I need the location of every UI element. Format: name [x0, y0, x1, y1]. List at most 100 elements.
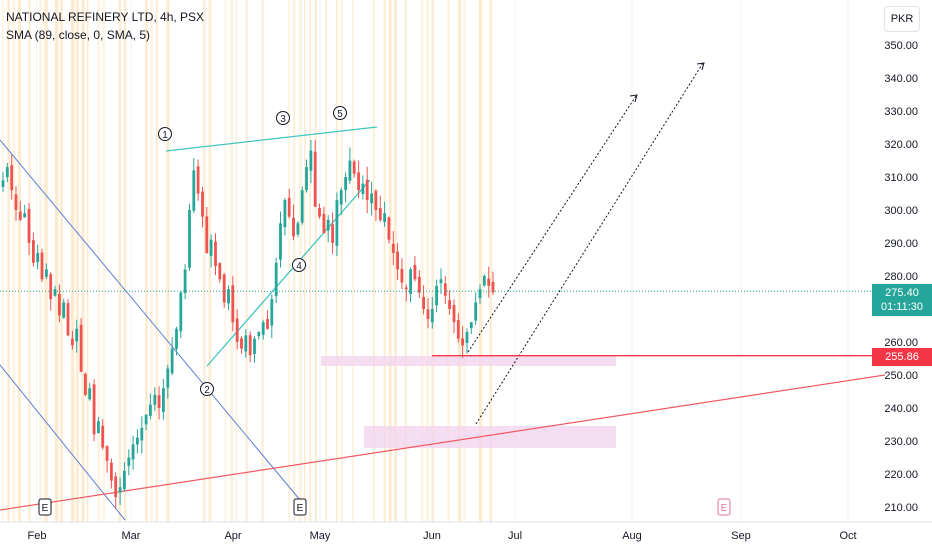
- candle-body: [352, 161, 356, 174]
- candle-body: [144, 414, 148, 425]
- rising-support-line: [0, 374, 886, 511]
- candle-body: [66, 303, 70, 336]
- session-stripe: [70, 0, 75, 522]
- candle-body: [36, 252, 40, 262]
- session-stripe: [145, 0, 148, 522]
- elliott-wave-labels: 1 2 3 4 5: [158, 106, 347, 396]
- session-stripe: [118, 0, 121, 522]
- time-axis[interactable]: Feb Mar Apr May Jun Jul Aug Sep Oct: [0, 521, 932, 542]
- candle-body: [105, 445, 109, 461]
- candle-body: [383, 213, 386, 222]
- lower-demand-zone: [364, 426, 616, 448]
- candle-body: [374, 190, 378, 210]
- session-stripe: [351, 0, 354, 522]
- price-tick-label: 250.00: [884, 370, 918, 382]
- currency-label[interactable]: PKR: [884, 6, 920, 32]
- candle-body: [313, 151, 317, 207]
- candle-body: [114, 476, 118, 498]
- candle-body: [235, 318, 239, 342]
- rising-wedge[interactable]: [165, 126, 378, 367]
- candle-body: [170, 348, 174, 374]
- candle-body: [404, 287, 408, 290]
- candle-body: [253, 338, 256, 354]
- support-price-label: 255.86: [872, 348, 932, 366]
- candle-body: [79, 324, 83, 372]
- indicator-legend[interactable]: SMA (89, close, 0, SMA, 5): [6, 28, 151, 42]
- session-stripe: [261, 0, 264, 522]
- current-price-value: 275.40: [885, 287, 919, 299]
- candle-body: [248, 335, 252, 356]
- wave-circle: [333, 106, 347, 120]
- chart-title[interactable]: NATIONAL REFINERY LTD, 4h, PSX: [6, 10, 205, 24]
- candle-body: [461, 338, 464, 346]
- session-stripe: [325, 0, 327, 522]
- candle-body: [261, 322, 265, 335]
- candle-body: [205, 216, 209, 253]
- candle-body: [75, 328, 79, 342]
- candle-body: [92, 384, 96, 435]
- candle-body: [231, 285, 235, 323]
- candle-body: [274, 262, 278, 297]
- candle-body: [396, 251, 399, 270]
- bar-countdown: 01:11:30: [880, 301, 923, 313]
- session-stripe: [431, 0, 435, 522]
- candle-body: [49, 274, 53, 300]
- candle-body: [417, 276, 421, 293]
- candle-body: [140, 427, 144, 441]
- candle-body: [318, 208, 321, 217]
- wedge-top-line: [165, 126, 378, 152]
- candle-body: [370, 193, 373, 204]
- session-stripe: [235, 0, 238, 522]
- candle-body: [188, 210, 191, 268]
- candle-body: [435, 285, 438, 306]
- session-stripe: [447, 0, 450, 522]
- candle-body: [296, 223, 300, 235]
- upper-demand-zone: [321, 356, 616, 366]
- session-stripe: [81, 0, 85, 522]
- wave-label: 2: [204, 385, 210, 396]
- time-tick-label: Apr: [224, 530, 241, 542]
- candle-body: [183, 269, 187, 293]
- price-tick-label: 220.00: [884, 469, 918, 481]
- price-axis[interactable]: 350.00 340.00 330.00 320.00 310.00 300.00 290.…: [884, 40, 918, 514]
- support-trendline[interactable]: [0, 374, 886, 511]
- time-tick-label: Oct: [839, 530, 856, 542]
- candle-body: [244, 335, 248, 352]
- session-stripe: [102, 0, 105, 522]
- candle-body: [201, 191, 204, 217]
- candle-body: [361, 183, 365, 194]
- earnings-marker: E: [42, 503, 49, 514]
- candle-body: [10, 165, 14, 191]
- candle-body: [157, 395, 161, 408]
- session-stripe: [404, 0, 407, 522]
- session-stripe: [388, 0, 392, 522]
- earnings-box: [293, 498, 307, 516]
- session-stripe: [86, 0, 89, 522]
- projection-arrows[interactable]: [467, 62, 705, 425]
- candle-body: [175, 328, 178, 349]
- candle-body: [149, 404, 152, 416]
- candle-body: [5, 167, 9, 177]
- candle-body: [162, 388, 165, 413]
- candle-body: [322, 214, 326, 234]
- session-stripe: [341, 0, 343, 522]
- wave-label: 1: [162, 130, 168, 141]
- candle-body: [283, 200, 287, 228]
- wave-circle: [200, 382, 214, 396]
- session-stripe: [288, 0, 290, 522]
- candle-body: [27, 208, 31, 243]
- candle-body: [344, 177, 347, 191]
- session-stripe: [166, 0, 170, 522]
- candle-body: [136, 437, 139, 445]
- price-tick-label: 300.00: [884, 205, 918, 217]
- time-tick-label: Feb: [28, 530, 47, 542]
- candle-body: [335, 200, 339, 246]
- candle-body: [214, 241, 217, 267]
- candle-body: [430, 309, 434, 323]
- session-stripe: [489, 0, 492, 522]
- price-tick-label: 350.00: [884, 40, 918, 52]
- earnings-box: [717, 498, 731, 516]
- candle-body: [218, 263, 222, 280]
